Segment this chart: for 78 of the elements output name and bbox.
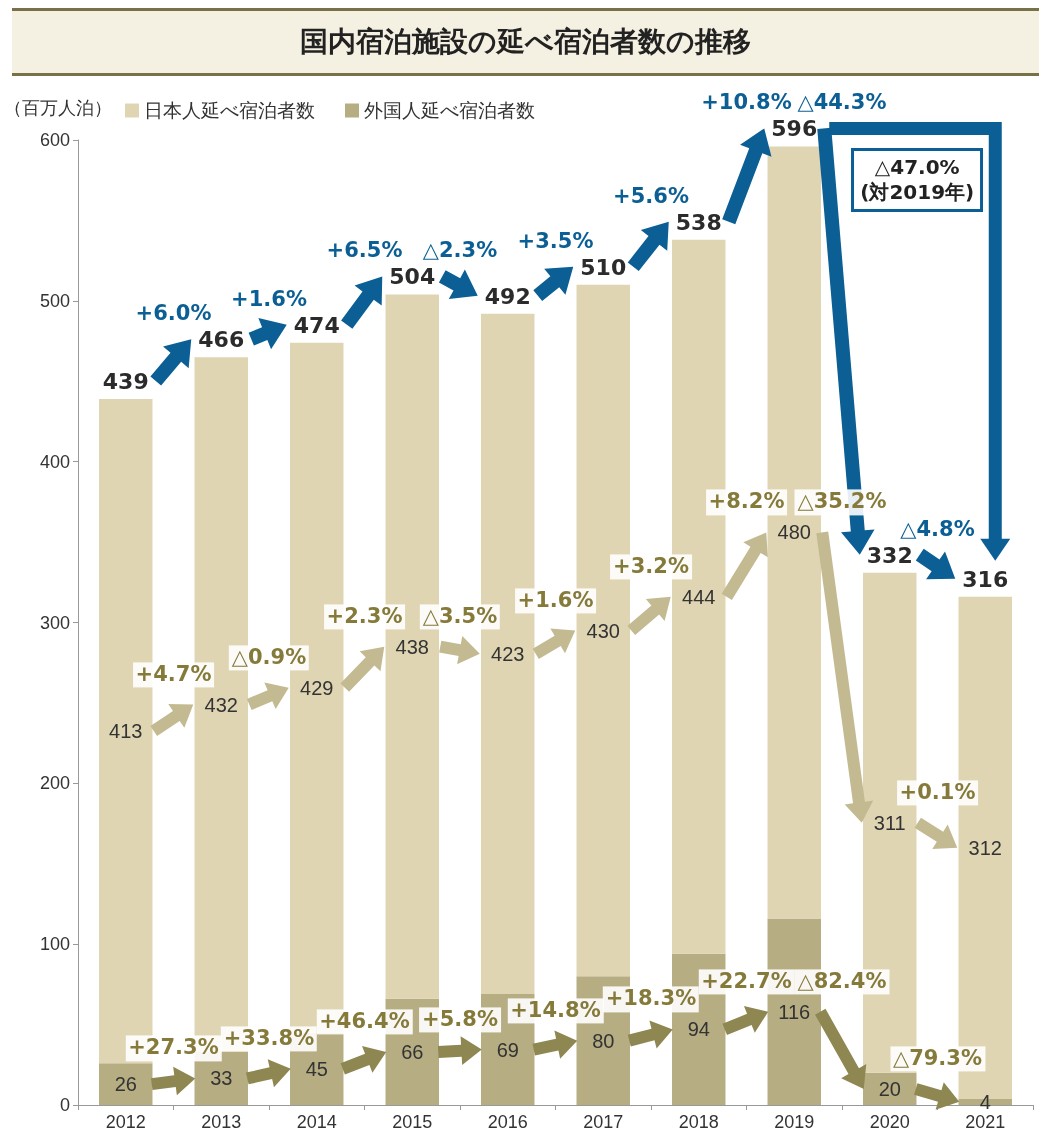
- x-tick-label: 2013: [201, 1112, 242, 1132]
- annotation: △35.2%: [794, 489, 890, 516]
- data-label: 413: [109, 720, 143, 743]
- x-tick-label: 2020: [869, 1112, 910, 1132]
- text: +10.8%: [701, 90, 792, 115]
- data-label: 69: [496, 1038, 519, 1061]
- total-label: 510: [580, 254, 627, 280]
- annotation: +5.6%: [613, 183, 689, 208]
- total-label: 492: [484, 283, 531, 309]
- annotation: +0.1%: [896, 780, 979, 806]
- data-label: 312: [968, 836, 1002, 859]
- annotation: △0.9%: [228, 645, 310, 671]
- data-label: 480: [777, 521, 811, 544]
- y-tick-label: 200: [39, 773, 70, 794]
- annotation: +3.5%: [517, 228, 594, 253]
- annotation: +33.8%: [220, 1026, 318, 1052]
- annotation: +4.7%: [132, 661, 215, 688]
- annotation: +27.3%: [125, 1035, 222, 1062]
- annotation: +46.4%: [316, 1009, 413, 1035]
- data-label: 94: [687, 1018, 710, 1041]
- legend-label: 日本人延べ宿泊者数: [144, 100, 315, 121]
- total-label: 316: [962, 566, 1009, 592]
- annotation: △3.5%: [419, 604, 501, 630]
- annotation: △4.8%: [900, 516, 975, 541]
- annotation: +1.6%: [231, 286, 307, 311]
- legend-label: 外国人延べ宿泊者数: [364, 100, 535, 121]
- y-tick-label: 100: [39, 934, 70, 955]
- annotation: △2.3%: [422, 238, 498, 263]
- y-tick-label: 500: [39, 290, 70, 311]
- chart-title: 国内宿泊施設の延べ宿泊者数の推移: [12, 8, 1039, 76]
- x-tick-label: 2012: [105, 1112, 146, 1132]
- y-tick-label: 600: [39, 130, 70, 150]
- annotation: +5.8%: [419, 1006, 501, 1033]
- total-label: 466: [198, 326, 245, 352]
- data-label: 432: [204, 693, 238, 716]
- x-tick-label: 2016: [487, 1112, 528, 1132]
- annotation: +22.7%: [698, 969, 795, 995]
- annotation: +2.3%: [323, 604, 406, 630]
- x-tick-label: 2019: [774, 1112, 815, 1132]
- total-label: 504: [389, 263, 436, 289]
- annotation: △79.3%: [889, 1046, 986, 1072]
- x-tick-label: 2018: [678, 1112, 719, 1132]
- annotation: +1.6%: [514, 587, 597, 614]
- x-tick-label: 2015: [392, 1112, 433, 1132]
- data-label: 429: [300, 676, 334, 699]
- annotation: △82.4%: [794, 969, 890, 995]
- data-label: 33: [210, 1067, 233, 1090]
- annotation: +14.8%: [507, 998, 604, 1024]
- x-tick-label: 2014: [296, 1112, 337, 1132]
- data-label: 66: [401, 1040, 424, 1063]
- data-label: 311: [873, 811, 906, 834]
- annotation: +3.2%: [610, 554, 692, 580]
- y-tick-label: 400: [39, 451, 70, 472]
- annotation: +8.2%: [705, 489, 788, 516]
- data-label: 116: [778, 1000, 811, 1023]
- data-label: 80: [592, 1029, 615, 1052]
- data-label: 430: [586, 619, 620, 642]
- y-tick-label: 0: [59, 1095, 70, 1115]
- data-label: 45: [305, 1057, 328, 1080]
- annotation: △47.0% (対2019年): [851, 148, 984, 213]
- data-label: 444: [682, 585, 716, 608]
- total-label: 474: [293, 312, 340, 338]
- x-tick-label: 2017: [583, 1112, 624, 1132]
- y-tick-label: 300: [39, 612, 70, 633]
- data-label: 438: [395, 635, 429, 658]
- annotation: +6.5%: [326, 238, 403, 263]
- total-label: 538: [675, 209, 722, 235]
- annotation: +18.3%: [602, 986, 700, 1012]
- x-tick-label: 2021: [965, 1112, 1006, 1132]
- total-label: 596: [771, 115, 818, 141]
- data-label: 423: [491, 642, 525, 665]
- annotation: +6.0%: [135, 301, 212, 326]
- y-axis-title: （百万人泊）: [4, 96, 112, 120]
- total-label: 439: [102, 368, 149, 394]
- total-label: 332: [866, 542, 913, 568]
- data-label: 20: [878, 1077, 901, 1100]
- data-label: 26: [114, 1073, 137, 1096]
- text: △44.3%: [797, 90, 887, 115]
